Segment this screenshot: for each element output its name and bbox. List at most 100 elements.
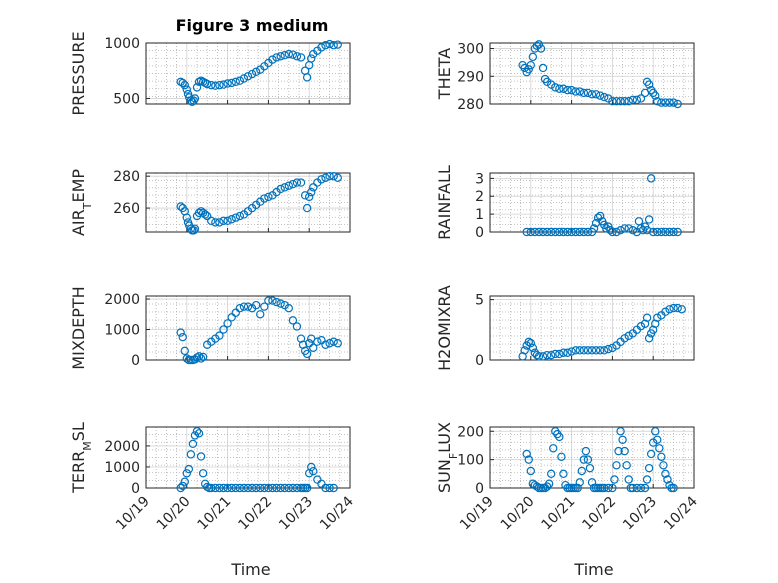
y-tick-label: 1000 <box>104 36 140 52</box>
data-point <box>329 337 338 346</box>
y-axis-label: RAINFALL <box>435 165 454 240</box>
data-point <box>651 427 660 436</box>
data-point <box>665 227 674 237</box>
data-point <box>600 346 609 355</box>
y-tick-label: 0 <box>475 225 484 241</box>
data-point <box>585 463 595 473</box>
data-point <box>280 183 289 192</box>
data-point <box>559 348 568 357</box>
data-point <box>551 227 560 237</box>
data-point <box>223 79 232 88</box>
data-point <box>190 94 200 103</box>
data-point <box>260 483 269 493</box>
data-point <box>575 346 584 355</box>
data-point <box>524 337 533 347</box>
y-tick-label: 280 <box>457 97 484 113</box>
data-point <box>276 52 285 61</box>
data-point <box>657 227 666 237</box>
axes-frame <box>145 295 351 361</box>
data-point <box>661 307 670 316</box>
data-point <box>200 210 210 219</box>
data-point <box>665 305 674 314</box>
data-point <box>547 469 556 479</box>
data-point <box>534 227 544 237</box>
data-point <box>251 483 261 493</box>
data-point <box>622 461 631 470</box>
data-point <box>235 76 245 85</box>
data-point <box>526 227 536 237</box>
y-tick-label: 0 <box>475 481 484 497</box>
data-point <box>211 81 220 90</box>
data-point <box>305 192 314 202</box>
data-point <box>260 302 269 311</box>
data-point <box>608 97 617 106</box>
y-tick-label: 500 <box>113 91 140 107</box>
data-point <box>616 226 625 235</box>
data-point <box>325 171 334 181</box>
data-point <box>602 224 611 233</box>
data-point <box>551 349 560 359</box>
data-point <box>583 227 593 237</box>
data-point <box>292 322 302 331</box>
data-point <box>646 449 656 459</box>
y-tick-label: 0 <box>131 481 140 497</box>
y-tick-label: 5 <box>475 293 484 309</box>
data-point <box>243 302 253 311</box>
data-point <box>620 334 629 343</box>
data-point <box>256 310 265 319</box>
data-point <box>557 452 566 461</box>
data-point <box>547 350 556 360</box>
data-point <box>325 483 334 493</box>
data-point <box>194 352 204 361</box>
y-tick-label: 300 <box>457 42 484 58</box>
data-point <box>276 483 285 493</box>
data-point <box>231 213 240 222</box>
x-tick-label: 10/24 <box>661 493 701 533</box>
data-point <box>292 178 302 187</box>
data-point <box>307 187 316 197</box>
xlabel-left: Time <box>230 560 270 579</box>
data-point <box>192 353 202 362</box>
subplot-5: 0 1000 2000 MIXDEPTH <box>69 286 351 370</box>
data-point <box>653 97 662 106</box>
axes-frame <box>489 295 695 361</box>
data-point <box>651 91 660 100</box>
data-point <box>186 450 196 459</box>
data-point <box>198 469 208 478</box>
data-point <box>526 466 536 476</box>
data-point <box>669 303 678 313</box>
data-point <box>211 218 220 227</box>
data-point <box>178 332 187 342</box>
data-point <box>646 174 656 183</box>
data-point <box>239 483 249 493</box>
data-point <box>567 227 576 237</box>
data-point <box>628 226 638 235</box>
data-point <box>272 297 281 307</box>
y-tick-label: 0 <box>131 353 140 369</box>
data-point <box>530 227 540 237</box>
data-point <box>583 455 593 464</box>
data-point <box>235 483 245 493</box>
subplot-4: 0 1 2 3 RAINFALL <box>435 165 695 241</box>
data-point <box>231 77 240 87</box>
data-point <box>571 346 580 355</box>
data-point <box>542 350 552 360</box>
data-point <box>207 80 216 90</box>
data-point <box>644 80 654 89</box>
data-point <box>616 427 625 436</box>
data-point <box>528 343 538 353</box>
data-point <box>227 215 236 224</box>
data-point <box>600 483 609 493</box>
data-point <box>559 227 568 237</box>
data-point <box>661 469 670 479</box>
y-axis-label: TERRMSL <box>69 422 94 494</box>
data-point <box>296 53 306 62</box>
data-point <box>587 90 597 99</box>
data-point <box>536 44 546 53</box>
data-point <box>624 224 633 233</box>
y-axis-label: AIRTEMP <box>69 169 94 236</box>
data-point <box>616 97 625 106</box>
data-point <box>532 350 542 360</box>
data-point <box>215 331 224 340</box>
